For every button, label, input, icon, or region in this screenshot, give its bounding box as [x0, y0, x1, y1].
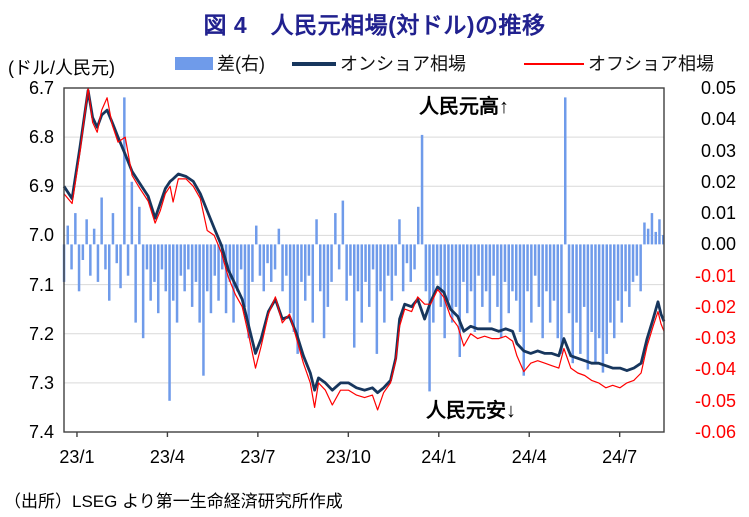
left-axis-unit-label: (ドル/人民元) [8, 58, 115, 78]
legend-swatch-diff-bar [175, 57, 213, 70]
y-axis-right-tick-label: 0.03 [700, 140, 736, 161]
y-axis-right-tick-label: 0.00 [700, 234, 736, 255]
legend-swatch-onshore-line [292, 62, 336, 66]
y-axis-right-tick-label: -0.03 [694, 328, 736, 349]
y-axis-left-tick-label: 7.1 [28, 274, 54, 295]
x-axis-tick-label: 24/4 [511, 447, 547, 467]
annotation-rmb-depreciation: 人民元安↓ [426, 400, 516, 422]
x-axis-tick-label: 24/7 [602, 447, 638, 467]
x-axis-tick-label: 23/10 [325, 447, 371, 467]
x-axis-tick-label: 23/7 [240, 447, 276, 467]
y-axis-left-tick-label: 7.3 [28, 372, 54, 393]
legend-label-offshore: オフショア相場 [588, 54, 714, 74]
y-axis-right-tick-label: -0.04 [694, 359, 736, 380]
y-axis-left-tick-label: 6.9 [28, 176, 54, 197]
legend-label-diff: 差(右) [217, 54, 265, 74]
y-axis-left-tick-label: 7.2 [28, 323, 54, 344]
y-axis-right-tick-label: 0.05 [700, 78, 736, 98]
legend-swatch-offshore-line [524, 63, 584, 65]
source-note: （出所）LSEG より第一生命経済研究所作成 [4, 492, 343, 511]
chart-title: 図 4 人民元相場(対ドル)の推移 [203, 12, 546, 38]
y-axis-right-tick-label: -0.01 [694, 265, 736, 286]
y-axis-left-tick-label: 7.0 [28, 225, 54, 246]
y-axis-right-tick-label: 0.04 [700, 109, 736, 130]
y-axis-right-tick-label: 0.02 [700, 171, 736, 192]
annotation-rmb-appreciation: 人民元高↑ [419, 96, 509, 118]
y-axis-left-tick-label: 6.8 [28, 127, 54, 148]
y-axis-left-tick-label: 7.4 [28, 422, 54, 442]
y-axis-left-tick-label: 6.7 [28, 78, 54, 98]
y-axis-right-tick-label: 0.01 [700, 203, 736, 224]
legend-label-onshore: オンショア相場 [340, 54, 466, 74]
y-axis-right-tick-label: -0.05 [694, 390, 736, 411]
x-axis-tick-label: 23/4 [149, 447, 185, 467]
x-axis-tick-label: 24/1 [421, 447, 457, 467]
y-axis-right-tick-label: -0.02 [694, 296, 736, 317]
y-axis-right-tick-label: -0.06 [694, 422, 736, 442]
x-axis-tick-label: 23/1 [59, 447, 95, 467]
